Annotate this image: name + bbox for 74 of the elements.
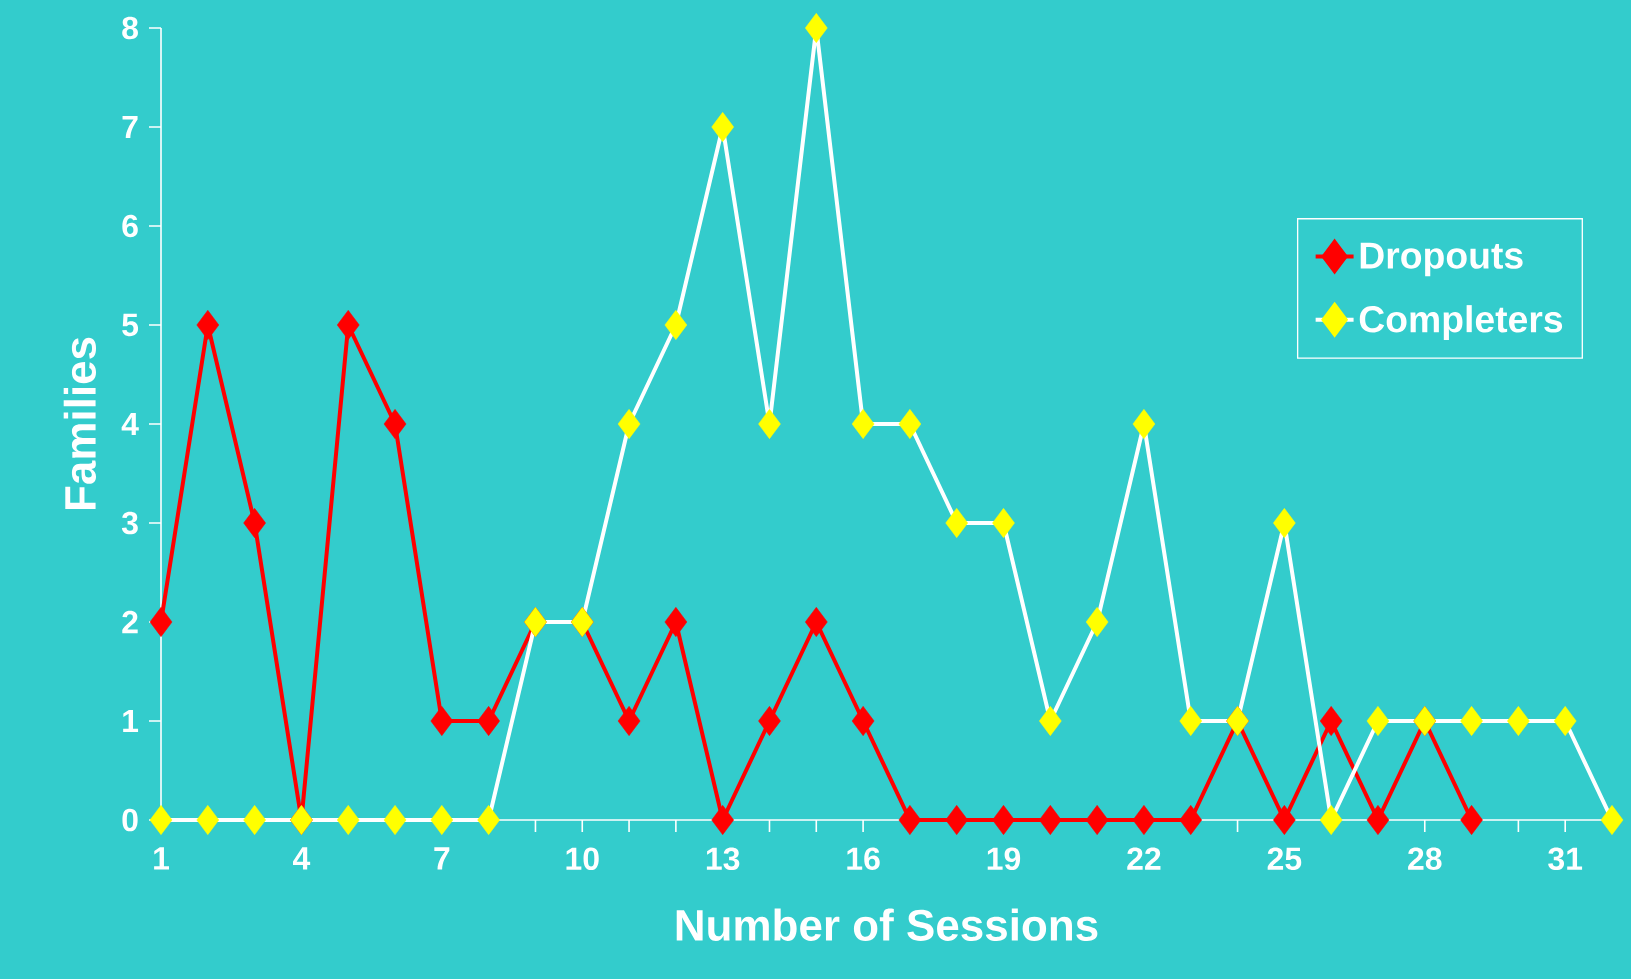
point	[1319, 805, 1343, 835]
y-tick-label: 3	[121, 511, 138, 535]
point	[243, 805, 266, 835]
x-tick-label: 19	[987, 847, 1021, 871]
y-tick-label: 0	[122, 808, 138, 832]
x-tick-label: 1	[154, 847, 169, 870]
point	[851, 409, 875, 439]
y-tick-label: 8	[122, 16, 138, 40]
point	[430, 805, 454, 835]
point	[383, 805, 407, 835]
point	[1319, 706, 1343, 736]
x-tick-label: 28	[1408, 847, 1442, 871]
point	[617, 706, 641, 736]
point	[898, 805, 922, 835]
point	[945, 805, 968, 835]
y-tick-label: 4	[121, 412, 139, 436]
point	[196, 310, 220, 340]
point	[1132, 805, 1156, 835]
point	[149, 805, 173, 835]
point	[898, 409, 922, 439]
point	[430, 706, 454, 736]
point	[1085, 805, 1109, 835]
y-tick-label: 7	[122, 115, 138, 139]
point	[1273, 805, 1296, 835]
point	[196, 805, 220, 835]
point	[945, 508, 968, 538]
y-tick-label: 6	[122, 214, 138, 238]
y-tick-label: 5	[122, 313, 139, 337]
point	[1179, 706, 1203, 736]
point	[1366, 805, 1390, 835]
point	[336, 805, 360, 835]
point	[477, 706, 500, 736]
point	[243, 508, 266, 538]
point	[477, 805, 500, 835]
point	[758, 409, 781, 439]
point	[805, 607, 828, 637]
point	[1132, 409, 1156, 439]
point	[992, 805, 1015, 835]
x-tick-label: 13	[706, 847, 740, 871]
point	[851, 706, 875, 736]
point	[383, 409, 407, 439]
point	[1366, 706, 1390, 736]
y-tick-label: 2	[122, 610, 138, 634]
x-tick-label: 7	[434, 847, 450, 870]
point	[1039, 805, 1062, 835]
y-axis-title: Families	[63, 337, 97, 510]
legend-label: Completers	[1359, 305, 1563, 340]
point	[1273, 508, 1296, 538]
point	[1085, 607, 1109, 637]
point	[711, 805, 734, 835]
point	[617, 409, 641, 439]
point	[1039, 706, 1062, 736]
legend-label: Dropouts	[1360, 242, 1523, 277]
point	[992, 508, 1015, 538]
point	[664, 310, 688, 340]
x-tick-label: 31	[1548, 847, 1583, 871]
x-axis-title: Number of Sessions	[676, 908, 1098, 941]
x-tick-label: 16	[847, 847, 880, 871]
point	[664, 607, 688, 637]
point	[1460, 706, 1483, 736]
point	[805, 13, 828, 43]
point	[758, 706, 781, 736]
point	[336, 310, 360, 340]
point	[1460, 805, 1483, 835]
point	[711, 112, 734, 142]
x-tick-label: 25	[1267, 847, 1302, 871]
x-tick-label: 10	[566, 847, 599, 871]
y-tick-label: 1	[123, 709, 139, 733]
point	[1553, 706, 1577, 736]
point	[1179, 805, 1203, 835]
point	[1507, 706, 1530, 736]
x-tick-label: 4	[293, 847, 311, 870]
x-tick-label: 22	[1127, 847, 1161, 870]
point	[149, 607, 173, 637]
